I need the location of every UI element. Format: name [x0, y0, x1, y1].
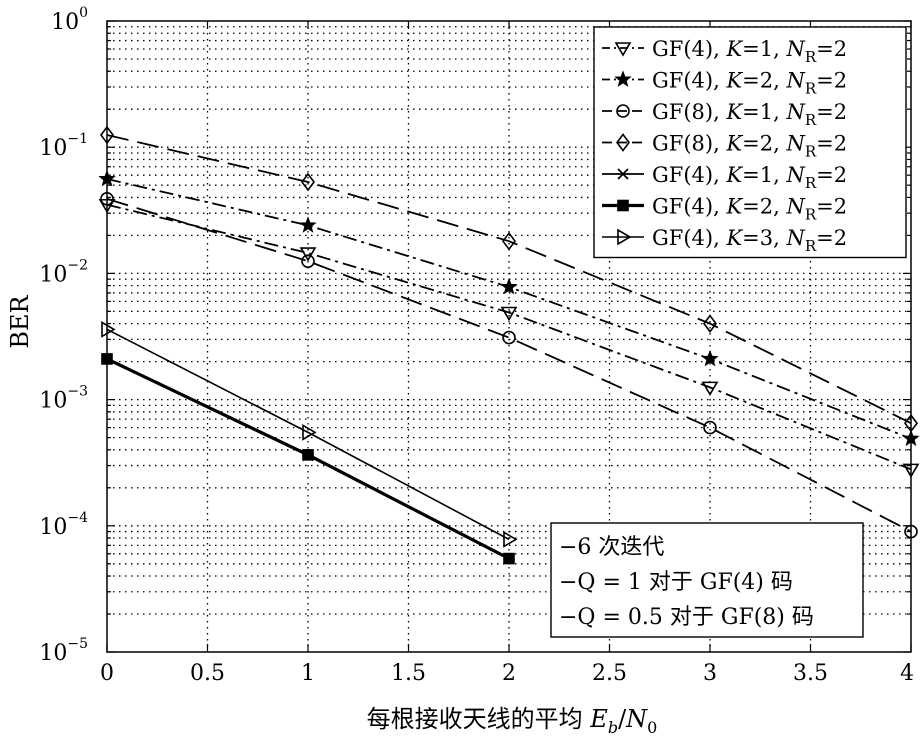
x-tick-label: 0 [100, 661, 114, 686]
x-tick-label: 2.5 [592, 661, 627, 686]
annotation-frame [550, 522, 864, 638]
legend-box [593, 26, 907, 259]
y-tick-labels: 100 10−1 10−2 10−3 10−4 10−5 [39, 5, 88, 666]
series-3 [100, 192, 918, 539]
legend-item: GF(4), K=3, NR=2 [602, 226, 847, 255]
x-tick-labels: 0 0.5 1 1.5 2 2.5 3 3.5 4 [100, 661, 914, 686]
legend-marker-square [617, 199, 629, 212]
y-tick-label: 10−2 [39, 257, 88, 287]
legend-marker-triangle-down [614, 42, 632, 57]
annotation-line: −Q = 0.5 对于 GF(8) 码 [559, 605, 814, 630]
legend-item: GF(4), K=2, NR=2 [602, 195, 847, 224]
legend-label: GF(4), K=3, NR=2 [652, 226, 847, 255]
y-axis-label: BER [6, 294, 34, 348]
x-tick-label: 1 [301, 661, 315, 686]
legend-item: GF(4), K=2, NR=2 [602, 69, 847, 98]
legend-label: GF(4), K=2, NR=2 [652, 195, 847, 224]
x-tick-label: 1.5 [391, 661, 426, 686]
data-point-diamond [502, 231, 516, 251]
legend-marker-diamond [616, 133, 630, 152]
legend-label: GF(8), K=2, NR=2 [652, 132, 847, 161]
legend-marker-circle [616, 104, 630, 118]
annotation-line: −Q = 1 对于 GF(4) 码 [559, 570, 793, 595]
annotation-line: −6 次迭代 [559, 535, 664, 560]
x-tick-label: 0.5 [190, 661, 225, 686]
legend-label: GF(8), K=1, NR=2 [652, 100, 847, 129]
legend-item: GF(8), K=1, NR=2 [602, 100, 847, 129]
series-line [106, 197, 912, 533]
data-point-star [500, 277, 518, 295]
legend: GF(4), K=1, NR=2GF(4), K=2, NR=2GF(8), K… [593, 26, 907, 259]
legend-label: GF(4), K=2, NR=2 [652, 69, 847, 98]
annotation-box: −6 次迭代 −Q = 1 对于 GF(4) 码 −Q = 0.5 对于 GF(8)… [550, 522, 864, 638]
legend-item: GF(4), K=1, NR=2 [602, 37, 847, 66]
y-tick-label: 10−5 [39, 636, 88, 666]
data-point-diamond [301, 172, 315, 192]
y-tick-label: 10−3 [39, 384, 88, 414]
series-7 [101, 321, 518, 548]
y-tick-label: 10−1 [39, 131, 88, 161]
data-point-triangle-right [503, 531, 518, 548]
data-point-circle [703, 420, 717, 435]
data-point-triangle-right [302, 423, 317, 441]
y-tick-label: 100 [51, 5, 88, 35]
series-line [106, 328, 510, 541]
legend-marker-triangle-right [617, 228, 632, 246]
data-point-diamond [703, 314, 717, 333]
x-axis-label: 每根接收天线的平均 Eb/N0 [367, 705, 658, 736]
series-4 [100, 125, 918, 433]
x-tick-label: 3 [703, 661, 717, 686]
x-tick-label: 2 [502, 661, 516, 686]
data-point-square [503, 552, 515, 565]
x-tick-label: 3.5 [793, 661, 828, 686]
legend-item: GF(8), K=2, NR=2 [602, 132, 847, 161]
data-point-circle [502, 330, 516, 345]
legend-marker-x [617, 168, 629, 180]
legend-marker-star [614, 70, 632, 87]
legend-item: GF(4), K=1, NR=2 [602, 163, 847, 192]
series-line [106, 203, 912, 471]
y-tick-label: 10−4 [39, 510, 88, 540]
data-point-circle [301, 254, 315, 268]
legend-label: GF(4), K=1, NR=2 [652, 37, 847, 66]
data-point-triangle-down [500, 306, 518, 322]
data-point-triangle-down [299, 247, 317, 262]
data-point-square [302, 449, 314, 461]
data-point-star [299, 216, 317, 233]
x-tick-label: 4 [900, 661, 914, 686]
data-point-triangle-down [701, 381, 719, 396]
data-point-star [701, 349, 719, 367]
series-line [106, 134, 912, 425]
legend-label: GF(4), K=1, NR=2 [652, 163, 847, 192]
data-point-triangle-right [101, 321, 116, 338]
